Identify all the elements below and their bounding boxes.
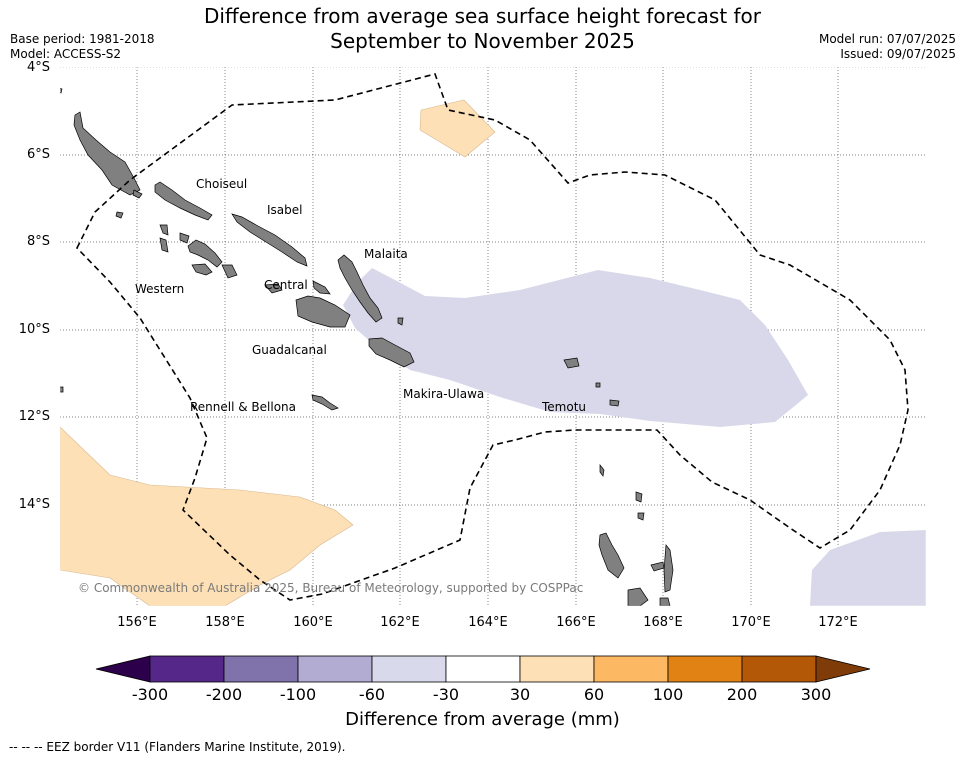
colorbar-tick: -60 [358, 685, 386, 704]
colorbar-tick: -30 [432, 685, 460, 704]
colorbar-tick: 60 [583, 685, 605, 704]
lon-label-166e: 166°E [556, 615, 596, 630]
eez-border [76, 73, 909, 601]
vanuatu-north-island [598, 532, 625, 579]
region-label-makira-ulawa: Makira-Ulawa [403, 387, 485, 401]
colorbar-max-extension [815, 655, 871, 683]
negative-anomaly-central [343, 268, 808, 427]
new-georgia-island [231, 213, 308, 267]
colorbar-segment [371, 655, 447, 683]
malaita-island [337, 254, 383, 323]
colorbar-tick: -100 [279, 685, 317, 704]
region-label-malaita: Malaita [364, 247, 408, 261]
colorbar-tick: 100 [652, 685, 684, 704]
choiseul-island [73, 111, 141, 196]
lon-label-168e: 168°E [643, 615, 683, 630]
colorbar-title: Difference from average (mm) [345, 709, 620, 730]
region-label-isabel: Isabel [267, 203, 303, 217]
title-line-2: September to November 2025 [330, 29, 635, 53]
colorbar-segment [741, 655, 817, 683]
region-label-rennell-bellona: Rennell & Bellona [190, 400, 297, 414]
colorbar-segment [593, 655, 669, 683]
lon-label-158e: 158°E [205, 615, 245, 630]
lat-label-10s: 10°S [18, 322, 50, 337]
eez-legend-note: -- -- -- EEZ border V11 (Flanders Marine… [9, 740, 346, 754]
guadalcanal-island [295, 295, 351, 328]
lon-label-170e: 170°E [731, 615, 771, 630]
model-run: Model run: 07/07/2025 [818, 32, 956, 46]
colorbar-segment [667, 655, 743, 683]
lon-label-160e: 160°E [293, 615, 333, 630]
model-info: Base period: 1981-2018 Model: ACCESS-S2 [10, 32, 155, 62]
positive-anomaly-north [419, 99, 496, 158]
colorbar-tick: -200 [205, 685, 243, 704]
lon-label-162e: 162°E [380, 615, 420, 630]
colorbar-segment [149, 655, 225, 683]
map-title: Difference from average sea surface heig… [0, 4, 965, 54]
lat-label-12s: 12°S [18, 409, 50, 424]
region-label-choiseul: Choiseul [196, 177, 248, 191]
lat-label-4s: 4°S [26, 60, 50, 75]
region-label-central: Central [264, 278, 308, 292]
makira-island [368, 337, 415, 368]
isabel-island [154, 181, 213, 221]
negative-anomaly-southeast [810, 530, 926, 606]
lat-label-6s: 6°S [26, 147, 50, 162]
lon-label-172e: 172°E [818, 615, 858, 630]
colorbar [95, 655, 871, 683]
land-masses [60, 87, 674, 606]
copyright-notice: © Commonwealth of Australia 2025, Bureau… [78, 581, 584, 595]
colorbar-tick: 300 [800, 685, 832, 704]
region-label-guadalcanal: Guadalcanal [252, 343, 327, 357]
region-label-temotu: Temotu [542, 400, 587, 414]
map-frame [59, 66, 927, 607]
base-period: Base period: 1981-2018 [10, 32, 155, 46]
lat-label-8s: 8°S [26, 234, 50, 249]
region-label-western: Western [135, 282, 185, 296]
map-area [60, 67, 926, 606]
run-info: Model run: 07/07/2025 Issued: 09/07/2025 [819, 32, 956, 62]
colorbar-segment [297, 655, 373, 683]
colorbar-segment [223, 655, 299, 683]
lat-label-14s: 14°S [18, 497, 50, 512]
positive-anomaly-southwest [60, 426, 354, 606]
issued-date: Issued: 09/07/2025 [840, 47, 956, 61]
colorbar-segment [519, 655, 595, 683]
title-line-1: Difference from average sea surface heig… [203, 4, 762, 28]
colorbar-tick: 30 [509, 685, 531, 704]
lon-label-164e: 164°E [468, 615, 508, 630]
colorbar-tick: -300 [131, 685, 169, 704]
colorbar-min-extension [95, 655, 151, 683]
model-name: Model: ACCESS-S2 [10, 47, 122, 61]
colorbar-segment [445, 655, 521, 683]
colorbar-tick: 200 [726, 685, 758, 704]
lon-label-156e: 156°E [117, 615, 157, 630]
